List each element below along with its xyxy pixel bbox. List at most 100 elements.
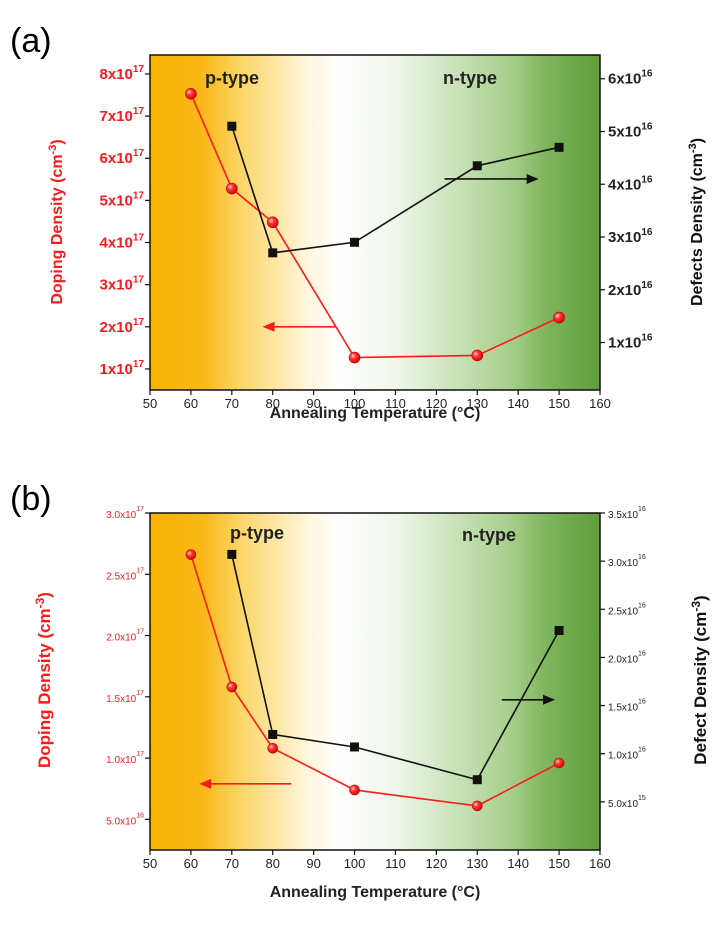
doping-density-point (348, 351, 361, 364)
left-tick-exponent: 17 (136, 567, 144, 574)
left-tick-label: 2.0x1017 (106, 629, 144, 644)
right-tick-mantissa: 5.0x10 (608, 799, 638, 810)
right-tick-exponent: 15 (638, 795, 646, 802)
left-tick-exponent: 17 (136, 629, 144, 636)
doping-density-point (226, 681, 238, 693)
x-tick-label: 100 (344, 396, 366, 411)
left-tick-mantissa: 7x10 (100, 108, 133, 125)
left-tick-label: 3x1017 (100, 275, 145, 294)
right-tick-exponent: 16 (641, 121, 653, 132)
x-tick-label: 50 (143, 396, 157, 411)
right-tick-exponent: 16 (641, 227, 653, 238)
panel-a-n-type-label: n-type (443, 68, 497, 88)
panel-b-x-ticks: 50 60 70 80 90 100 110 120 130 140 150 160 (143, 850, 611, 871)
right-tick-exponent: 16 (638, 602, 646, 609)
defect-density-point (227, 121, 237, 131)
defect-density-point (350, 237, 360, 247)
panel-a-left-ticks: 1x10172x10173x10174x10175x10176x10177x10… (100, 64, 150, 378)
x-tick-label: 100 (344, 856, 366, 871)
x-tick-label: 130 (466, 396, 488, 411)
x-tick-label: 60 (184, 856, 198, 871)
defect-density-point (554, 142, 564, 152)
defect-density-point (268, 729, 278, 739)
panel-b-marks (185, 549, 565, 812)
panel-a-plot-background (150, 55, 600, 390)
x-tick-label: 120 (426, 856, 448, 871)
defect-density-point (350, 742, 360, 752)
right-tick-mantissa: 1.0x10 (608, 751, 638, 762)
left-tick-mantissa: 5x10 (100, 192, 133, 209)
left-axis-arrowhead (199, 778, 212, 789)
doping-density-line (190, 554, 560, 807)
doping-density-point (185, 549, 197, 560)
right-tick-label: 3x1016 (608, 227, 653, 246)
x-tick-label: 110 (385, 856, 406, 871)
doping-density-point (553, 311, 565, 324)
doping-density-point (349, 784, 360, 796)
right-tick-exponent: 16 (641, 69, 653, 80)
right-tick-exponent: 16 (641, 174, 653, 185)
right-tick-mantissa: 3.0x10 (608, 558, 638, 569)
panel-b-left-axis-title-sup: -3 (33, 597, 47, 608)
x-tick-label: 140 (507, 396, 529, 411)
panel-b-left-axis-title-text: Doping Density (cm (35, 608, 54, 768)
panel-a-label: (a) (10, 22, 52, 60)
x-tick-label: 80 (265, 856, 279, 871)
x-tick-label: 90 (306, 396, 320, 411)
right-tick-mantissa: 5x10 (608, 123, 641, 140)
left-tick-label: 3.0x1017 (106, 506, 144, 521)
panel-a-right-axis-title-sup: -3 (687, 143, 699, 153)
right-tick-mantissa: 3x10 (608, 229, 641, 246)
panel-a-right-axis-title-end: ) (689, 138, 706, 143)
left-tick-exponent: 17 (133, 190, 145, 201)
x-tick-label: 150 (548, 396, 570, 411)
right-tick-exponent: 16 (638, 506, 646, 513)
left-tick-exponent: 16 (136, 812, 144, 819)
left-tick-mantissa: 6x10 (100, 150, 133, 167)
right-tick-label: 1.5x1016 (608, 699, 646, 714)
panel-b-x-axis-title: Annealing Temperature (°C) (270, 884, 481, 901)
right-tick-label: 2x1016 (608, 280, 653, 299)
right-tick-label: 6x1016 (608, 69, 653, 88)
right-tick-label: 1.0x1016 (608, 747, 646, 762)
panel-a-left-axis-title: Doping Density (cm-3) (47, 139, 66, 304)
x-tick-label: 160 (589, 856, 611, 871)
right-tick-label: 2.5x1016 (608, 602, 646, 617)
right-tick-label: 3.5x1016 (608, 506, 646, 521)
panel-a-left-axis-title-sup: -3 (47, 145, 59, 155)
panel-b-plot-background (150, 513, 600, 850)
left-tick-mantissa: 8x10 (100, 66, 133, 83)
doping-density-point (471, 800, 483, 812)
doping-density-point (471, 349, 484, 362)
panel-a-right-axis-title: Defects Density (cm-3) (687, 138, 706, 306)
left-tick-exponent: 17 (136, 690, 144, 697)
right-tick-mantissa: 1.5x10 (608, 703, 638, 714)
right-tick-exponent: 16 (638, 699, 646, 706)
doping-density-point (185, 87, 197, 100)
x-tick-label: 90 (306, 856, 320, 871)
right-tick-label: 4x1016 (608, 174, 653, 193)
panel-b-right-axis-title-sup: -3 (689, 601, 703, 612)
left-tick-label: 2.5x1017 (106, 567, 144, 582)
left-tick-label: 6x1017 (100, 148, 145, 167)
left-tick-label: 1.5x1017 (106, 690, 144, 705)
right-tick-mantissa: 6x10 (608, 71, 641, 88)
doping-density-point (267, 742, 279, 754)
right-tick-label: 1x1016 (608, 333, 653, 352)
doping-density-line (190, 93, 560, 359)
x-tick-label: 130 (466, 856, 488, 871)
panel-a-left-axis-title-text: Doping Density (cm (49, 154, 66, 304)
right-tick-label: 5x1016 (608, 121, 653, 140)
left-tick-label: 7x1017 (100, 106, 145, 125)
doping-density-point (226, 182, 238, 195)
panel-a-marks (185, 87, 565, 364)
right-tick-mantissa: 4x10 (608, 176, 641, 193)
doping-density-point (266, 216, 279, 229)
left-tick-label: 4x1017 (100, 233, 145, 252)
right-axis-arrowhead (526, 173, 539, 184)
right-tick-exponent: 16 (638, 554, 646, 561)
left-tick-mantissa: 3.0x10 (106, 510, 136, 521)
left-tick-mantissa: 5.0x10 (106, 816, 136, 827)
left-tick-mantissa: 1.0x10 (106, 755, 136, 766)
